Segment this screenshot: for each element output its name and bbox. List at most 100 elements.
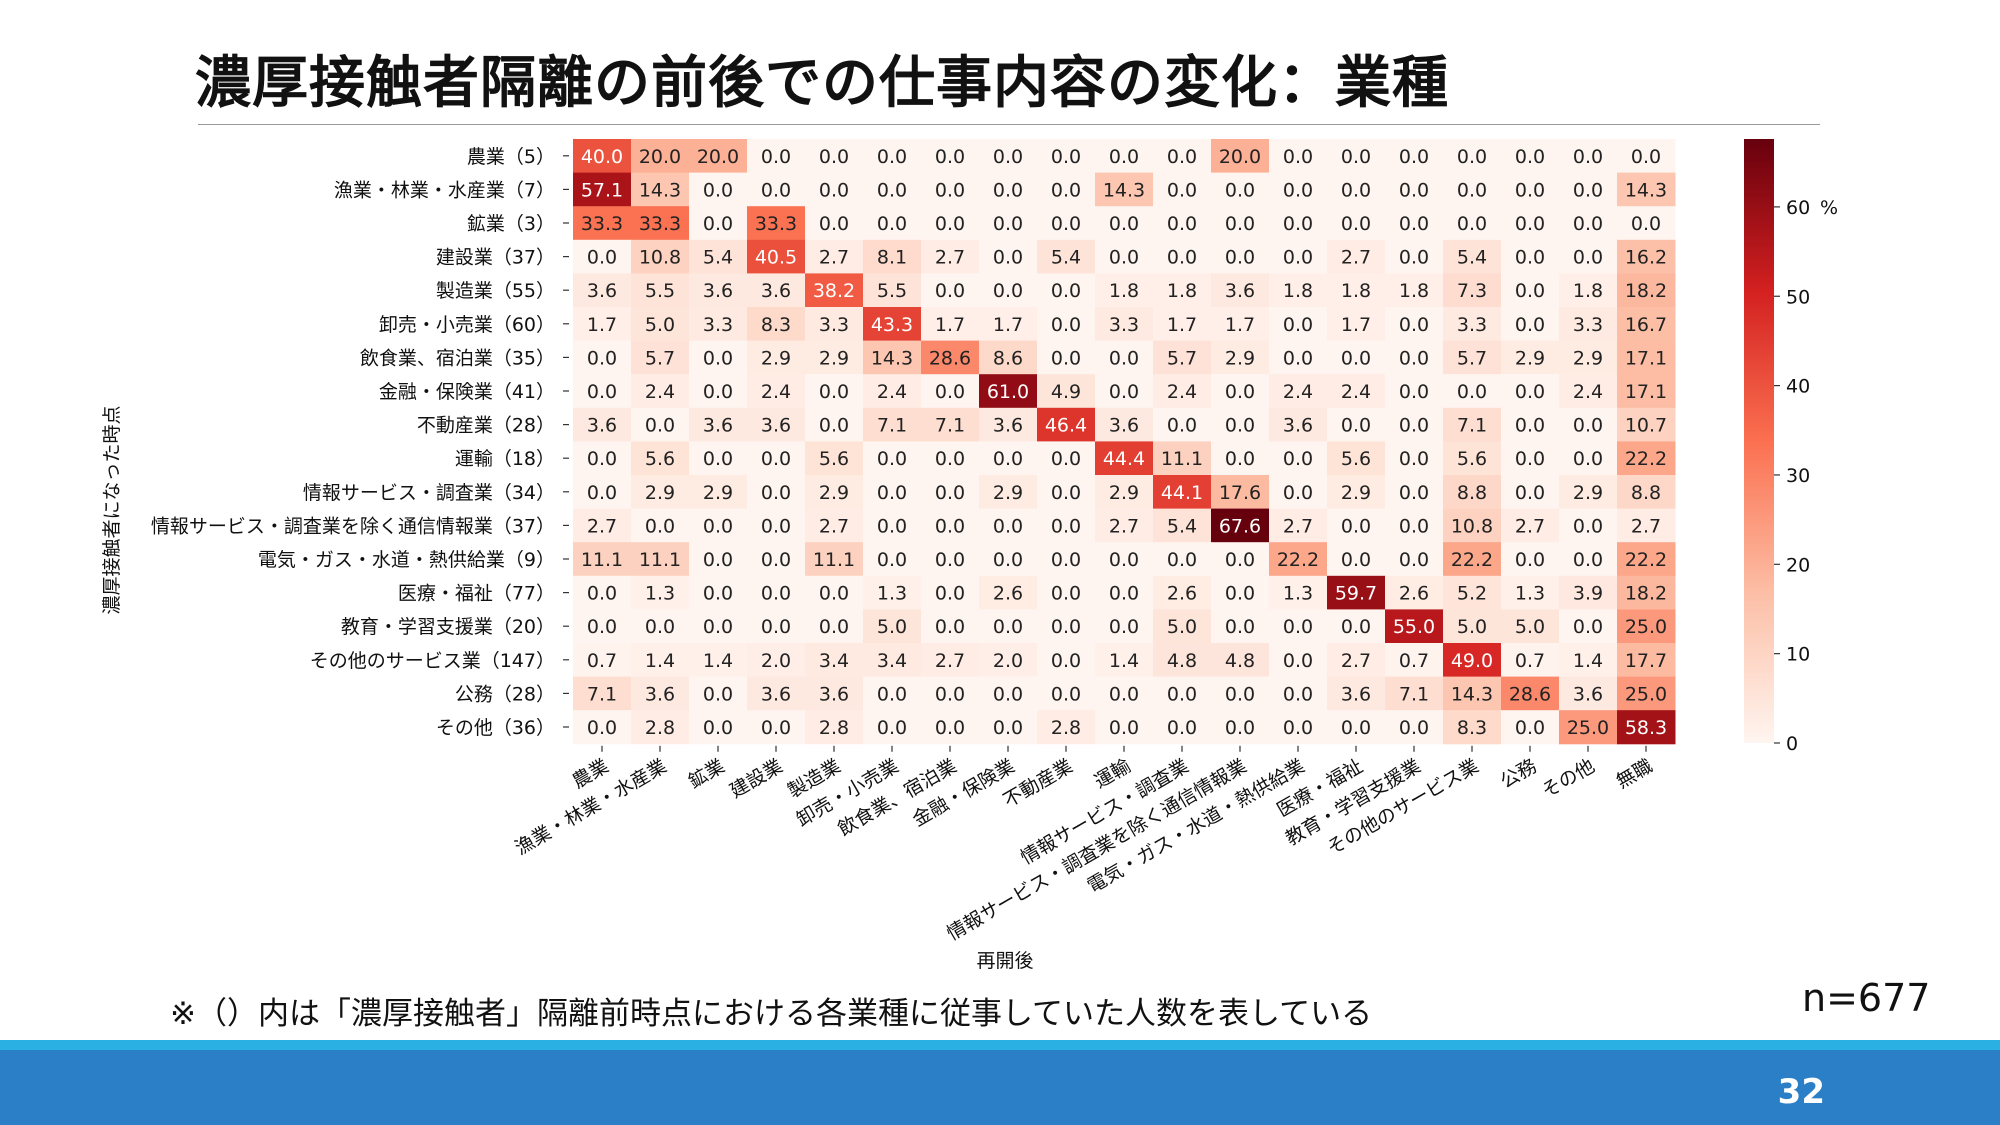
cell-value-label: 2.7 xyxy=(1341,650,1371,672)
slide-title: 濃厚接触者隔離の前後での仕事内容の変化：業種 xyxy=(195,51,1449,116)
heatmap-cell xyxy=(863,508,922,543)
heatmap-cell xyxy=(1385,239,1444,274)
heatmap-cell xyxy=(1617,676,1676,711)
cell-value-label: 0.0 xyxy=(1573,616,1603,638)
heatmap-cell xyxy=(1095,307,1154,342)
heatmap-cell xyxy=(1617,575,1676,610)
cell-value-label: 3.6 xyxy=(587,280,617,302)
cell-value-label: 44.4 xyxy=(1103,448,1145,470)
cell-value-label: 0.0 xyxy=(703,616,733,638)
cell-value-label: 25.0 xyxy=(1625,616,1667,638)
heatmap-cell xyxy=(863,374,922,409)
cell-value-label: 0.0 xyxy=(1109,583,1139,605)
cell-value-label: 0.0 xyxy=(1399,314,1429,336)
heatmap-cell xyxy=(1559,710,1618,745)
cell-value-label: 5.0 xyxy=(645,314,675,336)
cell-value-label: 5.0 xyxy=(877,616,907,638)
heatmap-cell xyxy=(1211,307,1270,342)
cell-value-label: 0.0 xyxy=(993,549,1023,571)
cell-value-label: 2.9 xyxy=(1573,347,1603,369)
heatmap-cell xyxy=(1385,609,1444,644)
cell-value-label: 0.0 xyxy=(993,247,1023,269)
heatmap-cell xyxy=(921,139,980,174)
heatmap-cell xyxy=(1037,441,1096,476)
heatmap-cell xyxy=(573,374,632,409)
cell-value-label: 0.0 xyxy=(761,717,791,739)
heatmap-cell xyxy=(805,239,864,274)
heatmap-cell xyxy=(863,340,922,375)
heatmap-cell xyxy=(921,307,980,342)
row-label: 不動産業（28） xyxy=(417,415,555,437)
heatmap-cell xyxy=(863,307,922,342)
heatmap-cell xyxy=(1037,676,1096,711)
heatmap-cell xyxy=(747,340,806,375)
heatmap-cell xyxy=(1617,508,1676,543)
cell-value-label: 7.1 xyxy=(587,683,617,705)
cell-value-label: 7.3 xyxy=(1457,280,1487,302)
cell-value-label: 33.3 xyxy=(581,213,623,235)
colorbar-unit: % xyxy=(1820,197,1838,219)
cell-value-label: 0.0 xyxy=(703,683,733,705)
heatmap-cell xyxy=(1327,172,1386,207)
heatmap-cell xyxy=(631,172,690,207)
cell-value-label: 17.7 xyxy=(1625,650,1667,672)
cell-value-label: 0.0 xyxy=(1109,381,1139,403)
row-label: 鉱業（3） xyxy=(467,213,555,235)
cell-value-label: 0.0 xyxy=(935,448,965,470)
heatmap-cell xyxy=(1095,542,1154,577)
heatmap-cell xyxy=(1327,643,1386,678)
heatmap-cell xyxy=(631,139,690,174)
heatmap-cell xyxy=(921,475,980,510)
cell-value-label: 8.1 xyxy=(877,247,907,269)
heatmap-cell xyxy=(805,475,864,510)
heatmap-cell xyxy=(805,676,864,711)
colorbar-tick-label: 10 xyxy=(1786,644,1810,666)
cell-value-label: 0.0 xyxy=(1225,717,1255,739)
cell-value-label: 1.4 xyxy=(703,650,733,672)
heatmap-cell xyxy=(1211,609,1270,644)
heatmap-cell xyxy=(805,340,864,375)
colorbar-tick-label: 40 xyxy=(1786,376,1810,398)
heatmap-cell xyxy=(1327,441,1386,476)
cell-value-label: 0.0 xyxy=(1341,146,1371,168)
heatmap-cell xyxy=(1153,239,1212,274)
heatmap-cell xyxy=(1269,206,1328,241)
cell-value-label: 0.0 xyxy=(935,683,965,705)
heatmap-cell xyxy=(805,508,864,543)
heatmap-cell xyxy=(979,542,1038,577)
heatmap-cell xyxy=(1037,475,1096,510)
heatmap-cells: 40.0 20.0 20.0 0.0 0.0 0.0 0.0 0.0 0.0 0.0 0.0 20.0… xyxy=(573,139,1676,745)
heatmap-cell xyxy=(1385,508,1444,543)
cell-value-label: 2.4 xyxy=(877,381,907,403)
cell-value-label: 0.0 xyxy=(1341,717,1371,739)
heatmap-cell xyxy=(747,441,806,476)
heatmap-cell xyxy=(689,273,748,308)
cell-value-label: 0.0 xyxy=(1051,650,1081,672)
cell-value-label: 20.0 xyxy=(639,146,681,168)
heatmap-cell xyxy=(1095,676,1154,711)
cell-value-label: 0.0 xyxy=(761,583,791,605)
heatmap-cell xyxy=(1385,206,1444,241)
y-axis-label: 濃厚接触者になった時点 xyxy=(101,405,123,614)
cell-value-label: 0.0 xyxy=(703,515,733,537)
cell-value-label: 2.7 xyxy=(819,515,849,537)
cell-value-label: 0.0 xyxy=(1515,213,1545,235)
cell-value-label: 0.0 xyxy=(1399,415,1429,437)
heatmap-cell xyxy=(1095,139,1154,174)
heatmap-cell xyxy=(1327,475,1386,510)
heatmap-cell xyxy=(631,407,690,442)
heatmap-cell xyxy=(1501,441,1560,476)
cell-value-label: 2.4 xyxy=(1573,381,1603,403)
cell-value-label: 0.0 xyxy=(1051,583,1081,605)
heatmap-cell xyxy=(689,542,748,577)
heatmap-cell xyxy=(921,441,980,476)
heatmap-cell xyxy=(1617,374,1676,409)
cell-value-label: 5.2 xyxy=(1457,583,1487,605)
heatmap-cell xyxy=(689,307,748,342)
cell-value-label: 1.7 xyxy=(935,314,965,336)
cell-value-label: 0.0 xyxy=(1457,213,1487,235)
cell-value-label: 14.3 xyxy=(639,179,681,201)
heatmap-cell xyxy=(573,407,632,442)
cell-value-label: 2.4 xyxy=(761,381,791,403)
heatmap-cell xyxy=(1037,139,1096,174)
